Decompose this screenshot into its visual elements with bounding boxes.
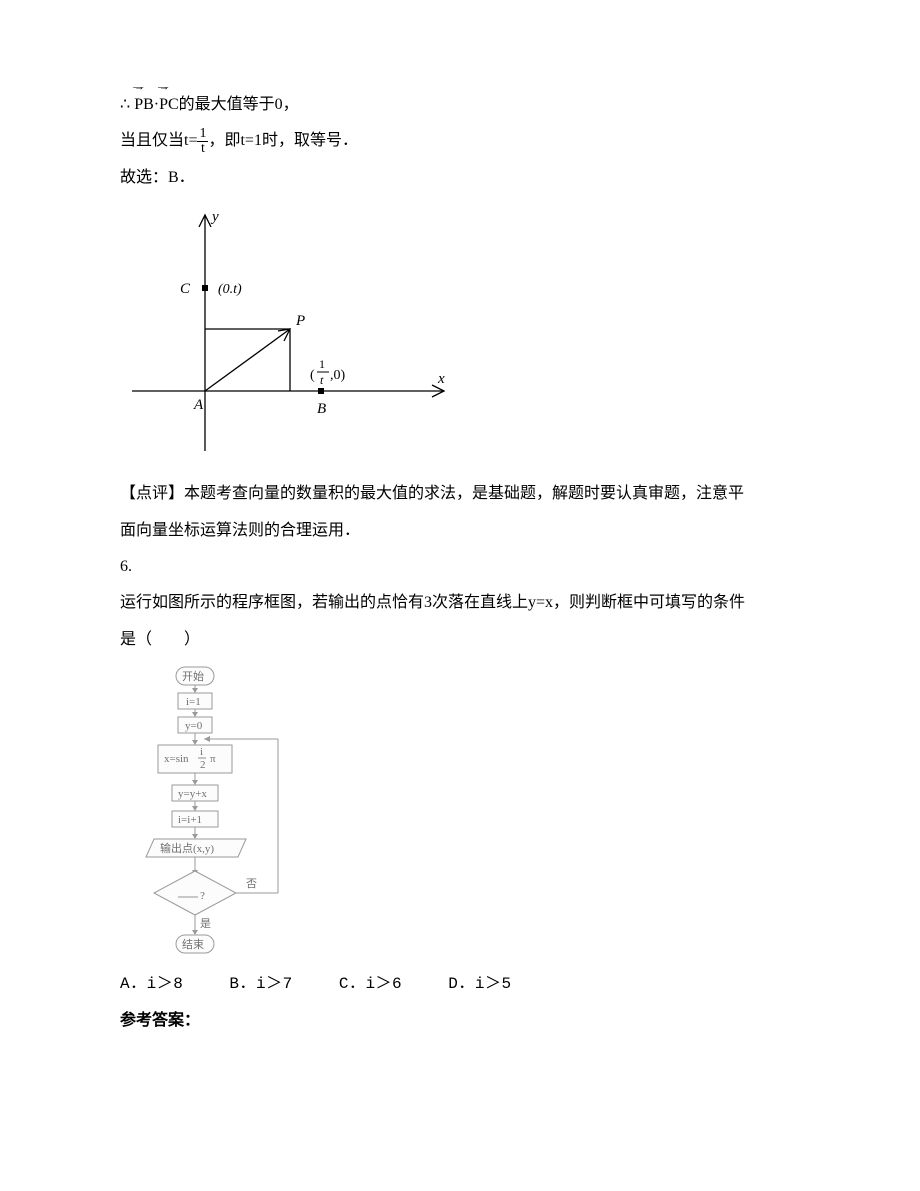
line1-suffix: 的最大值等于0， [179, 96, 299, 113]
option-b: B．i＞7 [229, 975, 292, 993]
svg-text:t: t [320, 373, 324, 387]
x-axis-label: x [437, 371, 445, 387]
point-b-coord-frac: 1 t [317, 357, 329, 387]
review-label: 【点评】 [120, 485, 184, 502]
point-b-marker [318, 388, 324, 394]
vector-ap-box [205, 329, 290, 391]
point-b-label: B [317, 401, 326, 417]
point-b-coord-open: ( [310, 368, 315, 383]
option-c: C．i＞6 [339, 975, 402, 993]
svg-text:π: π [210, 753, 216, 765]
flow-start-text: 开始 [182, 669, 204, 683]
point-p-label: P [295, 313, 305, 329]
flow-no-label: 否 [246, 878, 257, 890]
svg-text:i=i+1: i=i+1 [178, 814, 202, 826]
flowchart-diagram: .fc-box { fill:#fcfcfc; stroke:#9a9a9a; … [120, 661, 810, 963]
vector-pc: PC [159, 96, 179, 113]
reference-answer-label: 参考答案： [120, 1006, 810, 1036]
svg-text:x=sin: x=sin [164, 753, 189, 765]
svg-text:y=y+x: y=y+x [178, 788, 207, 800]
review-line2: 面向量坐标运算法则的合理运用． [120, 516, 810, 546]
answer-options: A．i＞8 B．i＞7 C．i＞6 D．i＞5 [120, 969, 810, 999]
svg-text:2: 2 [200, 759, 206, 771]
svg-text:输出点(x,y): 输出点(x,y) [160, 841, 214, 855]
svg-text:1: 1 [319, 357, 325, 371]
coordinate-graph: y x A C (0.t) B ( 1 t ,0) P [120, 201, 810, 471]
therefore-symbol: ∴ [120, 96, 130, 113]
option-d: D．i＞5 [448, 975, 511, 993]
svg-text:i: i [200, 746, 203, 758]
option-a: A．i＞8 [120, 975, 183, 993]
flow-yes-label: 是 [200, 917, 211, 930]
line-vector-max: ∴ → — PB · → — PC 的最大值等于0， [120, 90, 810, 120]
point-c-coord: (0.t) [218, 282, 242, 297]
review-line1: 【点评】本题考查向量的数量积的最大值的求法，是基础题，解题时要认真审题，注意平 [120, 479, 810, 509]
svg-text:i=1: i=1 [186, 696, 201, 708]
point-c-label: C [180, 281, 191, 297]
question-number-6: 6. [120, 552, 810, 582]
frac-1-over-t: 1 t [197, 127, 208, 156]
line-answer-b: 故选：B． [120, 163, 810, 193]
flow-end-text: 结束 [182, 938, 204, 951]
question-text-1: 运行如图所示的程序框图，若输出的点恰有3次落在直线上y=x，则判断框中可填写的条… [120, 588, 810, 618]
point-b-coord-tail: ,0) [330, 368, 346, 383]
svg-text:y=0: y=0 [185, 720, 203, 732]
line2-prefix: 当且仅当t= [120, 132, 197, 149]
svg-text:?: ? [200, 890, 205, 902]
point-c-marker [202, 285, 208, 291]
question-text-2: 是（ ） [120, 625, 810, 655]
line2-suffix: ，即t=1时，取等号． [208, 132, 357, 149]
review-text-1: 本题考查向量的数量积的最大值的求法，是基础题，解题时要认真审题，注意平 [184, 485, 744, 502]
flow-decision [154, 871, 236, 915]
vector-pb: PB [134, 96, 154, 113]
y-axis-label: y [210, 209, 219, 225]
line-equality-cond: 当且仅当t= 1 t ，即t=1时，取等号． [120, 126, 810, 156]
origin-label-a: A [193, 397, 204, 413]
